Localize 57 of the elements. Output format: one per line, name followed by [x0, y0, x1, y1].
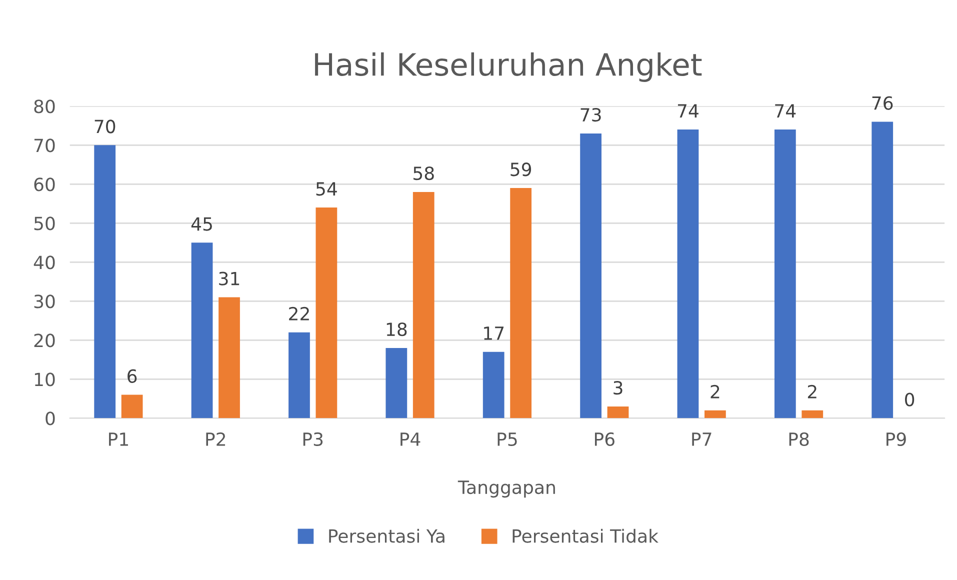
bar	[191, 242, 213, 418]
y-tick-label: 60	[34, 178, 55, 192]
x-tick-label: P1	[109, 432, 128, 446]
legend-label: Persentasi Ya	[329, 528, 444, 543]
bar	[677, 130, 699, 418]
data-label: 74	[678, 104, 698, 118]
x-tick-label: P9	[886, 432, 906, 446]
x-tick-label: P2	[206, 432, 226, 446]
bar	[386, 348, 408, 418]
bar	[704, 410, 726, 418]
data-label: 73	[580, 108, 601, 122]
y-tick-label: 70	[34, 138, 55, 152]
x-tick-label: P4	[400, 432, 420, 446]
y-tick-label: 10	[34, 372, 55, 386]
bar	[316, 208, 338, 418]
bar	[872, 122, 894, 418]
bar	[482, 352, 504, 418]
chart-title: Hasil Keseluruhan Angket	[315, 52, 702, 82]
y-tick-label: 40	[34, 256, 55, 270]
y-tick-label: 50	[34, 216, 55, 230]
data-label: 31	[219, 272, 240, 286]
x-tick-label: P3	[303, 432, 323, 446]
data-label: 76	[872, 96, 893, 110]
data-label: 17	[484, 326, 504, 340]
data-label: 74	[775, 104, 796, 118]
legend-label: Persentasi Tidak	[512, 528, 658, 543]
data-label: 0	[905, 392, 914, 406]
y-tick-label: 80	[34, 100, 55, 114]
data-label: 2	[710, 384, 720, 398]
x-tick-label: P7	[692, 432, 712, 446]
bar	[94, 145, 116, 418]
data-label: 22	[289, 306, 309, 320]
data-label: 54	[316, 182, 337, 196]
x-tick-label: P6	[594, 432, 614, 446]
bar	[412, 192, 434, 418]
data-label: 3	[614, 380, 622, 395]
bar	[802, 410, 824, 418]
data-label: 58	[414, 166, 434, 180]
y-tick-label: 20	[34, 334, 55, 348]
y-tick-label: 0	[46, 412, 55, 426]
bar	[580, 133, 602, 418]
y-tick-label: 30	[34, 294, 55, 308]
x-axis-title: Tanggapan	[458, 480, 555, 498]
bar	[121, 394, 143, 418]
x-tick-label: P8	[789, 432, 809, 446]
data-label: 70	[94, 120, 116, 134]
bar	[288, 332, 310, 418]
bar	[510, 188, 532, 418]
data-label: 2	[808, 384, 816, 398]
data-label: 45	[191, 217, 212, 231]
data-label: 18	[386, 322, 407, 336]
bar	[607, 406, 629, 418]
bar	[218, 297, 240, 418]
data-label: 59	[510, 162, 532, 176]
bar	[774, 130, 796, 418]
x-tick-label: P5	[498, 432, 517, 446]
data-label: 6	[128, 369, 137, 383]
